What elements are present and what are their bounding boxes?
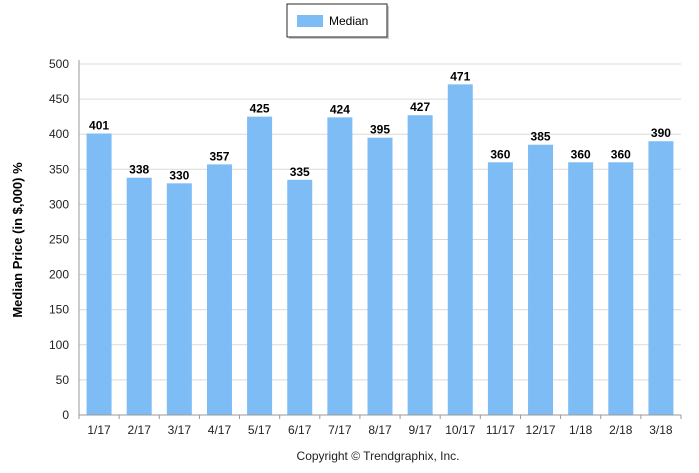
x-tick-label: 7/17 <box>328 423 352 437</box>
x-tick-label: 1/17 <box>87 423 111 437</box>
y-tick-label: 150 <box>49 303 69 317</box>
bar-6-17 <box>287 179 313 415</box>
data-label: 385 <box>531 130 551 144</box>
x-tick-label: 11/17 <box>486 423 515 437</box>
data-label: 424 <box>330 102 350 116</box>
y-tick-label: 400 <box>49 127 69 141</box>
copyright-credit: Copyright © Trendgraphix, Inc. <box>297 449 460 463</box>
x-tick-label: 5/17 <box>248 423 272 437</box>
bar-2-17 <box>126 177 152 415</box>
x-tick-label: 1/18 <box>569 423 593 437</box>
y-tick-label: 0 <box>62 408 69 422</box>
data-label: 401 <box>89 118 109 132</box>
bar-3-17 <box>166 183 192 415</box>
y-axis-label: Median Price (in $,000) % <box>10 162 25 318</box>
x-tick-label: 2/17 <box>128 423 152 437</box>
x-tick-label: 4/17 <box>208 423 232 437</box>
bar-2-18 <box>608 162 634 415</box>
data-label: 338 <box>129 163 149 177</box>
y-tick-label: 300 <box>49 197 69 211</box>
bars <box>86 84 674 416</box>
y-tick-label: 50 <box>56 373 70 387</box>
data-label: 427 <box>410 100 430 114</box>
bar-10-17 <box>447 84 473 415</box>
data-label: 357 <box>209 149 229 163</box>
x-tick-label: 3/17 <box>168 423 192 437</box>
x-tick-label: 8/17 <box>368 423 392 437</box>
x-tick-label: 9/17 <box>408 423 432 437</box>
data-label: 330 <box>169 168 189 182</box>
x-tick-labels: 1/17 2/17 3/17 4/17 5/17 6/17 7/17 8/17 9/17 10/1… <box>87 423 673 437</box>
x-tick-label: 12/17 <box>526 423 556 437</box>
bar-4-17 <box>206 164 232 415</box>
x-tick-label: 10/17 <box>445 423 475 437</box>
y-tick-label: 350 <box>49 162 69 176</box>
bar-1-18 <box>568 162 594 415</box>
y-tick-label: 100 <box>49 338 69 352</box>
y-tick-label: 450 <box>49 92 69 106</box>
legend-swatch <box>297 15 323 27</box>
data-labels: 401 338 330 357 425 335 424 395 427 471 360 385 360 3… <box>89 69 671 182</box>
axes <box>78 60 682 419</box>
x-tick-label: 3/18 <box>649 423 673 437</box>
y-tick-label: 250 <box>49 233 69 247</box>
y-tick-labels: 0 50 100 150 200 250 300 350 400 450 500 <box>49 57 69 422</box>
x-tick-label: 6/17 <box>288 423 312 437</box>
bar-3-18 <box>648 141 674 415</box>
x-tick-label: 2/18 <box>609 423 633 437</box>
data-label: 395 <box>370 123 390 137</box>
bar-7-17 <box>327 117 353 416</box>
data-label: 471 <box>450 69 470 83</box>
data-label: 360 <box>571 147 591 161</box>
data-label: 360 <box>611 147 631 161</box>
bar-12-17 <box>528 144 554 416</box>
data-label: 390 <box>651 126 671 140</box>
bar-1-17 <box>86 133 112 416</box>
legend: Median <box>286 3 389 39</box>
legend-label: Median <box>329 14 368 28</box>
bar-8-17 <box>367 137 393 415</box>
data-label: 360 <box>490 147 510 161</box>
bar-5-17 <box>247 116 273 416</box>
bar-11-17 <box>487 162 513 415</box>
bar-9-17 <box>407 115 433 415</box>
y-tick-label: 500 <box>49 57 69 71</box>
data-label: 425 <box>250 102 270 116</box>
y-tick-label: 200 <box>49 268 69 282</box>
data-label: 335 <box>290 165 310 179</box>
